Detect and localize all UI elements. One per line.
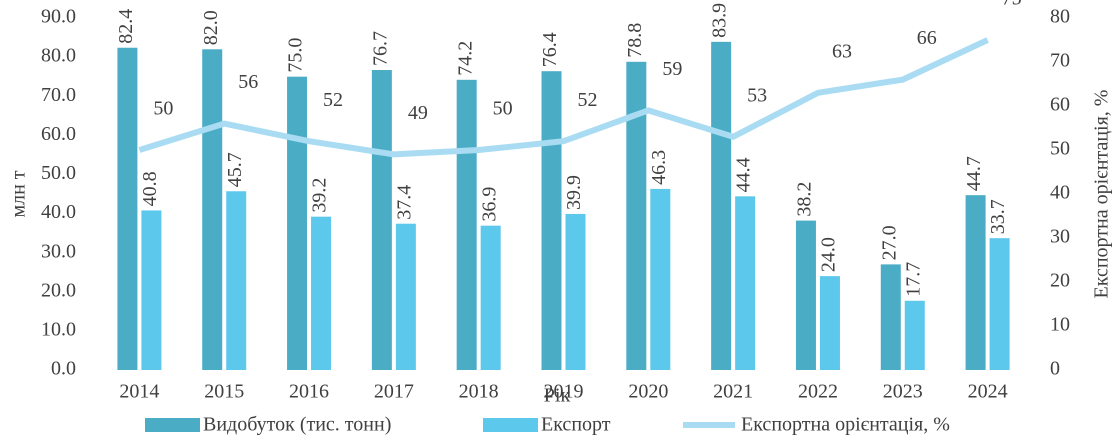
y2-tick-label: 70 [1050, 50, 1070, 72]
line-value-label: 52 [323, 89, 343, 111]
y2-tick-label: 40 [1050, 182, 1070, 204]
bar-value-label: 24.0 [818, 237, 840, 272]
bar [202, 49, 223, 371]
y2-tick-label: 0 [1050, 358, 1060, 380]
bar [141, 210, 162, 370]
bar-value-label: 44.7 [963, 156, 985, 191]
y2-tick-label: 20 [1050, 270, 1070, 292]
x-tick-label: 2020 [628, 381, 668, 403]
bar-value-label: 74.2 [454, 41, 476, 76]
line-value-label: 52 [578, 89, 598, 111]
bar-value-label: 82.4 [115, 9, 137, 44]
legend-swatch [483, 418, 538, 432]
x-tick-label: 2016 [289, 381, 329, 403]
y2-tick-label: 50 [1050, 138, 1070, 160]
bar [565, 213, 586, 370]
bar-value-label: 46.3 [648, 150, 670, 185]
bar-value-label: 76.7 [369, 31, 391, 66]
y-axis-label: млн т [8, 170, 30, 217]
y-tick-label: 60.0 [41, 123, 76, 145]
bar-value-label: 38.2 [794, 182, 816, 217]
y2-tick-label: 80 [1050, 6, 1070, 28]
x-tick-label: 2021 [713, 381, 753, 403]
legend-label: Експортна орієнтація, % [741, 414, 950, 436]
bar [965, 195, 986, 370]
line-value-label: 59 [662, 58, 682, 80]
line-value-label: 75 [1002, 0, 1022, 10]
bar-value-label: 44.4 [733, 157, 755, 192]
x-axis-label: Рік [544, 385, 571, 407]
line [138, 37, 989, 158]
y-tick-label: 40.0 [41, 201, 76, 223]
bar [226, 191, 247, 370]
y-tick-label: 70.0 [41, 84, 76, 106]
y-tick-label: 30.0 [41, 240, 76, 262]
line-value-label: 66 [917, 27, 937, 49]
line-value-label: 56 [238, 71, 258, 93]
bar [819, 276, 840, 370]
y-tick-label: 90.0 [41, 6, 76, 28]
y-tick-label: 80.0 [41, 45, 76, 67]
y-tick-label: 50.0 [41, 162, 76, 184]
legend-swatch [145, 418, 200, 432]
bar [795, 220, 816, 370]
bar-value-label: 36.9 [478, 187, 500, 222]
bar [989, 238, 1010, 370]
y-tick-label: 20.0 [41, 279, 76, 301]
bar-value-label: 75.0 [285, 38, 307, 73]
line-value-label: 50 [493, 98, 513, 120]
x-tick-label: 2018 [459, 381, 499, 403]
bar [880, 264, 901, 370]
bar [711, 41, 732, 370]
bar-value-label: 37.4 [393, 185, 415, 220]
bar [735, 196, 756, 370]
bar [311, 216, 332, 370]
x-tick-label: 2017 [374, 381, 414, 403]
bar-value-label: 40.8 [139, 171, 161, 206]
legend-label: Видобуток (тис. тонн) [203, 414, 391, 436]
bar-value-label: 45.7 [224, 152, 246, 187]
line-value-label: 53 [747, 84, 767, 106]
bar [395, 223, 416, 370]
y2-tick-label: 10 [1050, 314, 1070, 336]
bar-value-label: 83.9 [709, 3, 731, 38]
y-tick-label: 0.0 [51, 358, 76, 380]
bar-value-label: 78.8 [624, 23, 646, 58]
line-value-label: 63 [832, 40, 852, 62]
bar [541, 71, 562, 371]
legend-label: Експорт [541, 414, 611, 436]
y-tick-label: 10.0 [41, 318, 76, 340]
x-tick-label: 2015 [204, 381, 244, 403]
bar [480, 225, 501, 370]
bar [371, 70, 392, 371]
bar-value-label: 39.2 [309, 178, 331, 213]
bar [287, 76, 308, 371]
line-value-label: 49 [408, 102, 428, 124]
y2-tick-label: 30 [1050, 226, 1070, 248]
bar-value-label: 76.4 [539, 32, 561, 67]
bar [650, 188, 671, 370]
x-tick-label: 2019 [544, 381, 584, 403]
line-value-label: 50 [153, 98, 173, 120]
bar-value-label: 39.9 [563, 175, 585, 210]
y2-axis-label: Експортна орієнтація, % [1091, 90, 1113, 299]
bar-value-label: 17.7 [902, 262, 924, 297]
bar [626, 61, 647, 370]
bar [904, 300, 925, 370]
bar [456, 79, 477, 370]
bar-value-label: 27.0 [878, 225, 900, 260]
bar-value-label: 82.0 [200, 10, 222, 45]
x-tick-label: 2014 [119, 381, 159, 403]
y2-tick-label: 60 [1050, 94, 1070, 116]
bar-value-label: 33.7 [987, 199, 1009, 234]
bar [117, 47, 138, 370]
x-tick-label: 2022 [798, 381, 838, 403]
x-tick-label: 2024 [968, 381, 1008, 403]
x-tick-label: 2023 [883, 381, 923, 403]
